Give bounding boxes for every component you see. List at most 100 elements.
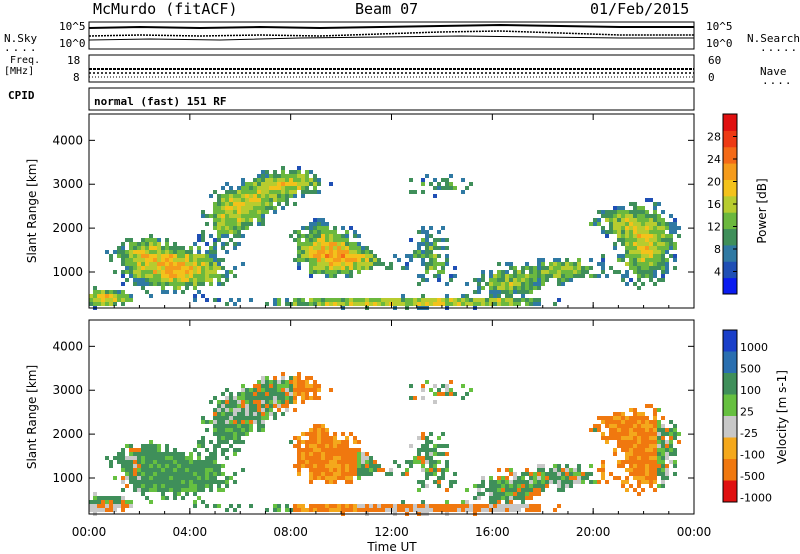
velocity-cell <box>237 432 241 436</box>
power-cell <box>621 222 625 226</box>
colorbar-tick-label: -500 <box>740 470 765 483</box>
velocity-cell <box>645 444 649 448</box>
velocity-cell <box>353 440 357 444</box>
velocity-cell <box>529 480 533 484</box>
velocity-cell <box>217 440 221 444</box>
power-cell <box>641 250 645 254</box>
velocity-cell <box>161 460 165 464</box>
velocity-cell <box>265 416 269 420</box>
colorbar-segment <box>723 437 737 460</box>
power-cell <box>241 222 245 226</box>
power-cell <box>541 274 545 278</box>
power-cell <box>201 230 205 234</box>
power-cell <box>501 278 505 282</box>
power-cell <box>185 286 189 290</box>
power-cell <box>489 282 493 286</box>
velocity-cell <box>321 440 325 444</box>
velocity-cell <box>249 428 253 432</box>
velocity-cell <box>201 444 205 448</box>
power-cell <box>497 286 501 290</box>
velocity-cell <box>465 508 469 512</box>
power-cell <box>237 210 241 214</box>
nave-dots: ···· <box>762 77 793 90</box>
power-cell <box>165 278 169 282</box>
velocity-cell <box>197 484 201 488</box>
velocity-cell <box>309 376 313 380</box>
velocity-cell <box>269 396 273 400</box>
power-cell <box>201 210 205 214</box>
velocity-cell <box>309 444 313 448</box>
velocity-cell <box>301 460 305 464</box>
power-cell <box>245 194 249 198</box>
velocity-cell <box>249 424 253 428</box>
velocity-cell <box>245 392 249 396</box>
velocity-cell <box>261 420 265 424</box>
velocity-cell <box>157 444 161 448</box>
power-cell <box>281 194 285 198</box>
power-cell <box>237 230 241 234</box>
velocity-cell <box>513 484 517 488</box>
velocity-cell <box>333 448 337 452</box>
velocity-cell <box>177 460 181 464</box>
velocity-cell <box>529 472 533 476</box>
velocity-cell <box>653 432 657 436</box>
power-cell <box>117 254 121 258</box>
power-cell <box>313 250 317 254</box>
velocity-cell <box>421 460 425 464</box>
velocity-cell <box>113 476 117 480</box>
power-cell <box>317 242 321 246</box>
velocity-cell <box>201 488 205 492</box>
velocity-cell <box>133 452 137 456</box>
power-cell <box>305 250 309 254</box>
power-cell <box>169 262 173 266</box>
power-cell <box>533 298 537 302</box>
power-cell <box>657 254 661 258</box>
velocity-cell <box>145 464 149 468</box>
power-cell <box>349 226 353 230</box>
power-cell <box>117 250 121 254</box>
power-cell <box>621 210 625 214</box>
velocity-cell <box>525 472 529 476</box>
power-cell <box>677 226 681 230</box>
velocity-cell <box>477 484 481 488</box>
power-cell <box>233 214 237 218</box>
velocity-cell <box>633 432 637 436</box>
power-cell <box>101 290 105 294</box>
velocity-cell <box>105 504 109 508</box>
velocity-cell <box>341 448 345 452</box>
velocity-cell <box>369 464 373 468</box>
velocity-cell <box>225 388 229 392</box>
velocity-cell <box>429 448 433 452</box>
velocity-cell <box>421 432 425 436</box>
velocity-cell <box>117 500 121 504</box>
power-cell <box>245 186 249 190</box>
velocity-cell <box>149 488 153 492</box>
power-cell <box>425 230 429 234</box>
power-cell <box>209 234 213 238</box>
power-cell <box>365 246 369 250</box>
velocity-cell <box>501 476 505 480</box>
velocity-cell <box>341 476 345 480</box>
power-cell <box>317 178 321 182</box>
velocity-cell <box>129 468 133 472</box>
power-cell <box>145 258 149 262</box>
power-cell <box>217 258 221 262</box>
power-cell <box>317 246 321 250</box>
velocity-cell <box>177 492 181 496</box>
power-cell <box>397 302 401 306</box>
power-cell <box>621 254 625 258</box>
velocity-cell <box>157 464 161 468</box>
velocity-cell <box>473 496 477 500</box>
velocity-cell <box>297 376 301 380</box>
power-cell <box>173 282 177 286</box>
power-cell <box>165 258 169 262</box>
velocity-cell <box>169 464 173 468</box>
velocity-cell <box>229 436 233 440</box>
velocity-cell <box>613 476 617 480</box>
velocity-cell <box>665 428 669 432</box>
velocity-cell <box>505 504 509 508</box>
power-cell <box>529 274 533 278</box>
velocity-cell <box>217 400 221 404</box>
velocity-cell <box>609 472 613 476</box>
power-cell <box>645 274 649 278</box>
